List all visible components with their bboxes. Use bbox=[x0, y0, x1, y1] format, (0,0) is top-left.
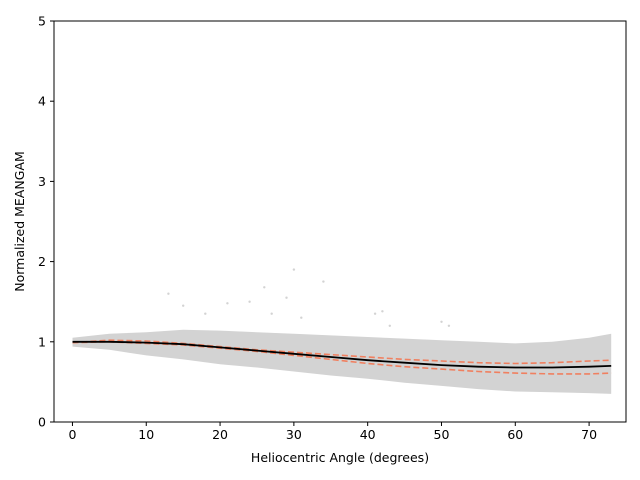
y-axis-ticks: 0 1 2 3 4 5 bbox=[38, 14, 54, 430]
outlier-point bbox=[388, 324, 391, 327]
y-tick-label: 0 bbox=[38, 415, 46, 430]
x-axis-label: Heliocentric Angle (degrees) bbox=[251, 450, 429, 465]
x-tick-label: 60 bbox=[507, 427, 523, 442]
outlier-point bbox=[270, 312, 273, 315]
data-band bbox=[72, 329, 612, 394]
outlier-point bbox=[300, 316, 303, 319]
x-tick-label: 10 bbox=[138, 427, 154, 442]
outlier-point bbox=[440, 320, 443, 323]
series-line-bound bbox=[72, 339, 612, 365]
outlier-point bbox=[226, 302, 229, 305]
y-tick-label: 2 bbox=[38, 254, 46, 269]
outlier-point bbox=[263, 286, 266, 289]
outlier-point bbox=[292, 268, 296, 271]
y-tick-label: 1 bbox=[38, 334, 46, 349]
y-axis-label: Normalized MEANGAM bbox=[12, 151, 27, 291]
outlier-point bbox=[167, 292, 170, 295]
outlier-points bbox=[167, 268, 451, 327]
y-tick-label: 3 bbox=[38, 174, 46, 189]
plot-frame bbox=[53, 20, 627, 423]
x-tick-label: 0 bbox=[68, 427, 76, 442]
outlier-point bbox=[248, 300, 251, 303]
x-tick-label: 30 bbox=[286, 427, 302, 442]
x-tick-label: 70 bbox=[581, 427, 597, 442]
y-tick-label: 5 bbox=[38, 14, 46, 29]
series-line-mean bbox=[72, 340, 612, 369]
outlier-point bbox=[285, 296, 288, 299]
outlier-point bbox=[381, 310, 384, 313]
outlier-point bbox=[373, 312, 377, 315]
outlier-point bbox=[182, 304, 185, 307]
outlier-point bbox=[447, 324, 451, 327]
x-tick-label: 20 bbox=[212, 427, 228, 442]
x-axis-ticks: 0 10 20 30 40 50 60 70 bbox=[68, 422, 597, 442]
y-tick-label: 4 bbox=[38, 94, 46, 109]
band-area bbox=[72, 329, 612, 394]
series-lines bbox=[72, 339, 612, 375]
outlier-point bbox=[322, 280, 325, 283]
outlier-point bbox=[204, 312, 207, 315]
x-tick-label: 40 bbox=[360, 427, 376, 442]
x-tick-label: 50 bbox=[434, 427, 450, 442]
